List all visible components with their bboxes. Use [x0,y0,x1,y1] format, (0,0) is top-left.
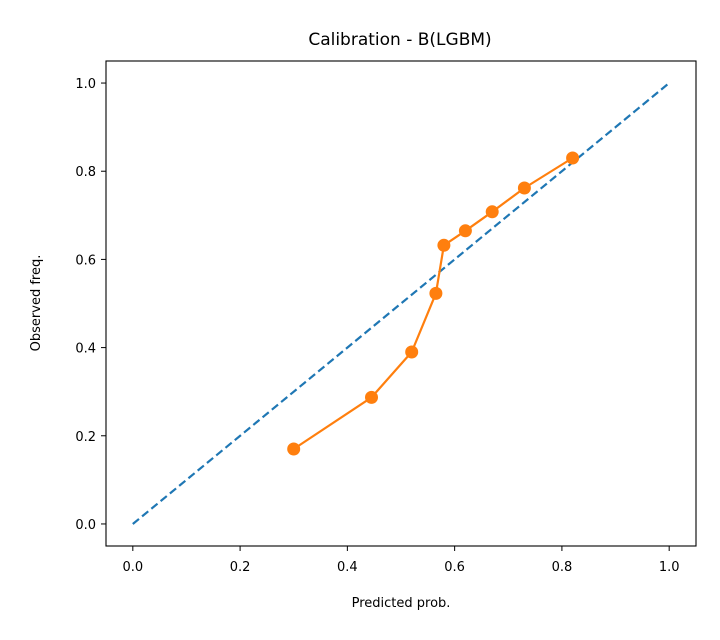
calibration-point-marker [405,345,419,359]
x-tick-label: 0.4 [337,560,358,575]
calibration-point-marker [365,390,378,404]
y-tick-label: 0.4 [75,342,96,357]
y-axis: 0.0 0.2 0.4 0.6 0.8 1.0 [75,77,106,533]
x-axis: 0.0 0.2 0.4 0.6 0.8 1.0 [122,546,680,575]
reference-diagonal-line [132,82,670,525]
calibration-point-marker [437,238,451,252]
calibration-point-marker [458,224,472,238]
x-tick-label: 1.0 [659,560,680,575]
calibration-curve-line [293,157,574,450]
plot-frame [105,60,697,547]
y-axis-label: Observed freq. [29,255,44,352]
y-tick-label: 0.8 [75,165,96,180]
calibration-point-marker [566,151,580,165]
chart-title: Calibration - B(LGBM) [308,30,491,50]
calibration-point-marker [485,205,499,219]
x-tick-label: 0.6 [444,560,465,575]
plot-area [132,82,670,525]
y-tick-label: 0.6 [75,253,96,268]
x-tick-label: 0.2 [230,560,251,575]
y-tick-label: 0.0 [75,518,96,533]
x-tick-label: 0.0 [122,560,143,575]
y-tick-label: 1.0 [75,77,96,92]
x-tick-label: 0.8 [552,560,573,575]
calibration-point-marker [287,442,301,456]
calibration-point-marker [429,286,443,300]
y-tick-label: 0.2 [75,430,96,445]
calibration-point-marker [517,181,531,195]
x-axis-label: Predicted prob. [352,596,451,611]
